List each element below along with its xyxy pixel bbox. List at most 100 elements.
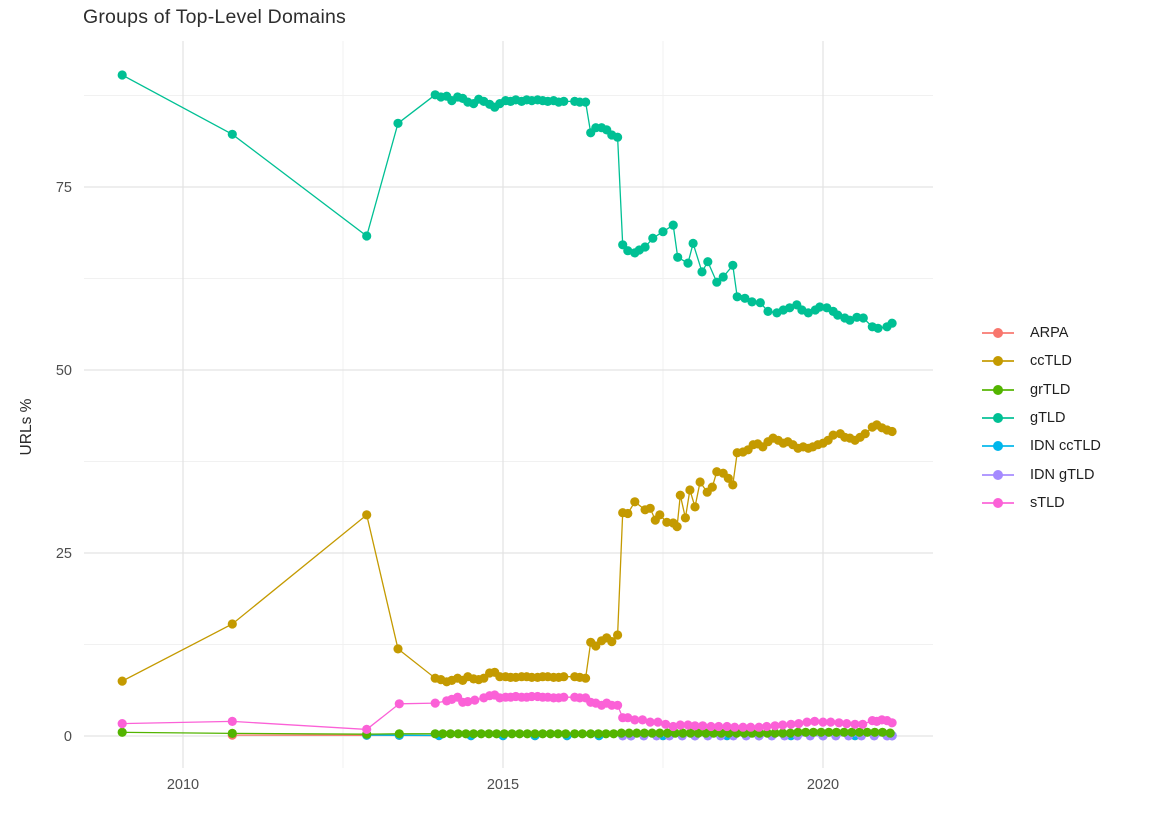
data-point [728, 260, 738, 270]
legend-key-icon [982, 440, 1014, 452]
data-point [728, 480, 738, 490]
data-point [885, 728, 895, 738]
data-point [762, 728, 772, 738]
data-point [697, 267, 707, 277]
data-point [637, 715, 648, 725]
series-ccTLD [117, 420, 897, 687]
data-point [778, 728, 788, 738]
data-point [645, 503, 655, 513]
data-point [801, 727, 811, 737]
legend-key-icon [982, 355, 1014, 367]
data-point [740, 293, 750, 303]
legend-label: ARPA [1030, 325, 1069, 342]
data-point [647, 728, 657, 738]
data-point [653, 717, 663, 727]
data-point [746, 722, 756, 732]
legend-label: ccTLD [1030, 353, 1072, 370]
data-point [492, 729, 502, 739]
data-point [227, 619, 237, 629]
data-point [706, 721, 716, 732]
data-point [794, 719, 804, 729]
data-point [685, 485, 695, 495]
data-point [860, 429, 870, 439]
data-point [630, 715, 640, 725]
legend-label: gTLD [1030, 410, 1066, 427]
y-tick-label: 25 [56, 546, 72, 562]
data-point [685, 728, 696, 738]
y-tick-label: 0 [64, 729, 72, 745]
data-point [530, 729, 540, 739]
data-point [609, 729, 619, 739]
data-point [668, 721, 678, 732]
data-point [668, 220, 678, 230]
data-point [675, 490, 685, 500]
data-point [770, 721, 780, 731]
data-point [680, 513, 691, 523]
legend-item-ARPA: ARPA [982, 319, 1101, 347]
data-point [463, 697, 473, 707]
data-point [655, 728, 665, 738]
data-point [616, 728, 627, 738]
legend-label: sTLD [1030, 494, 1065, 511]
data-point [394, 729, 404, 739]
x-tick-label: 2010 [167, 777, 199, 793]
legend-key-icon [982, 384, 1014, 396]
data-point [655, 510, 665, 520]
data-point [847, 727, 857, 737]
data-point [703, 257, 713, 267]
data-point [747, 297, 757, 307]
legend-key-icon [982, 327, 1014, 339]
data-point [887, 718, 897, 728]
data-point [430, 729, 440, 739]
data-point [763, 306, 773, 316]
data-point [810, 716, 820, 727]
data-point [754, 722, 764, 732]
data-point [683, 258, 693, 268]
data-point [862, 727, 872, 737]
data-point [661, 719, 671, 729]
data-point [850, 719, 860, 729]
data-point [722, 721, 732, 732]
data-point [695, 477, 705, 487]
data-point [613, 132, 623, 142]
data-point [826, 717, 836, 727]
data-point [683, 720, 693, 730]
data-point [461, 729, 471, 739]
data-point [803, 308, 813, 318]
data-point [559, 672, 569, 682]
series-line [121, 74, 893, 329]
data-point [613, 700, 623, 710]
legend: ARPA ccTLD grTLD gTLD IDN ccTLD IDN gTLD sTLD [982, 319, 1101, 517]
data-point [786, 719, 796, 729]
data-point [117, 70, 127, 80]
data-point [393, 118, 403, 128]
y-tick-label: 75 [56, 180, 72, 196]
data-point [445, 729, 456, 739]
legend-label: IDN ccTLD [1030, 438, 1101, 455]
data-point [845, 315, 855, 325]
data-point [675, 720, 685, 730]
data-point [690, 721, 700, 731]
data-point [824, 727, 834, 737]
data-point [507, 729, 517, 739]
data-point [707, 482, 717, 492]
data-point [834, 718, 844, 728]
data-point [538, 729, 548, 739]
data-point [730, 722, 740, 732]
data-point [645, 717, 655, 727]
data-point [394, 699, 404, 709]
chart-title: Groups of Top-Level Domains [83, 6, 347, 28]
data-point [873, 323, 883, 333]
y-tick-label: 50 [56, 363, 72, 379]
data-point [515, 729, 525, 739]
data-point [816, 727, 826, 737]
data-point [559, 692, 569, 702]
data-point [453, 729, 463, 739]
data-point [227, 716, 237, 727]
data-point [770, 728, 780, 738]
legend-key-icon [982, 497, 1014, 509]
data-point [522, 729, 532, 739]
data-point [362, 510, 372, 520]
data-point [793, 727, 803, 737]
